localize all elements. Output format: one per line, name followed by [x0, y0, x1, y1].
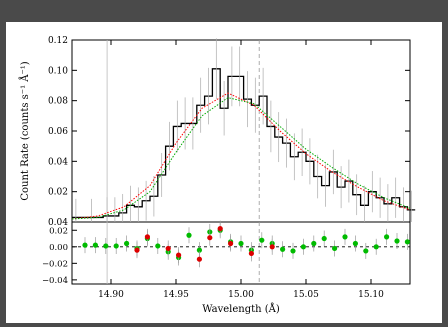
residual-green-point [238, 240, 244, 247]
residual-y-tick-label: −0.04 [42, 276, 68, 286]
y-axis-label: Count Rate (counts s⁻¹ Å⁻¹) [19, 61, 31, 200]
residual-green-point [82, 242, 88, 248]
y-tick-label: 0.06 [48, 127, 68, 137]
y-tick-label: 0.04 [48, 157, 68, 167]
residual-red-point [248, 250, 254, 257]
y-tick-label: 0.10 [48, 66, 68, 76]
residual-green-point [92, 242, 98, 248]
residual-green-point [311, 240, 317, 247]
residual-green-point [404, 239, 410, 245]
residual-red-point [217, 226, 223, 232]
residual-green-point [196, 247, 202, 253]
x-tick-label: 14.95 [163, 290, 189, 300]
figure-frame: 0.12 0.10 0.08 0.06 0.04 0.02 0.04 0.02 0.00 −0.… [6, 22, 442, 323]
residual-green-point [300, 244, 306, 250]
residual-green-point [103, 243, 109, 249]
x-tick-label: 14.90 [98, 290, 124, 300]
residual-y-tick-label: 0.00 [49, 243, 68, 253]
residual-green-point [113, 243, 119, 249]
y-tick-label: 0.08 [48, 97, 68, 107]
data-step-line [72, 68, 416, 219]
y-tick-label: 0.04 [48, 218, 68, 228]
residual-green-point [321, 235, 327, 242]
residual-red-point [207, 235, 213, 241]
residual-green-point [332, 245, 338, 252]
residual-green-point [259, 237, 265, 243]
residual-green-point [155, 243, 161, 249]
chart-svg: 0.120.100.080.060.040.020.04 0.020.00−0.… [19, 36, 416, 315]
residual-green-point [186, 232, 192, 238]
residual-red-point [134, 247, 140, 253]
y-tick-label: 0.02 [48, 188, 68, 198]
x-axis-label: Wavelength (Å) [202, 303, 280, 315]
residual-green-point [363, 248, 369, 254]
residual-y-tick-label: −0.02 [42, 259, 68, 269]
x-tick-label: 15.00 [228, 290, 254, 300]
residual-green-point [280, 246, 286, 252]
residual-green-point [290, 248, 296, 254]
residual-green-point [124, 240, 130, 247]
residual-y-tick-label: 0.02 [49, 226, 68, 236]
residual-red-point [196, 256, 202, 262]
x-tick-label: 15.10 [358, 290, 384, 300]
residual-panel [71, 221, 411, 285]
model-green-line [71, 97, 411, 220]
residual-red-point [269, 244, 275, 250]
residual-green-point [352, 240, 358, 247]
residual-green-point [342, 234, 348, 240]
x-tick-label: 15.05 [293, 290, 319, 300]
residual-green-point [394, 238, 400, 244]
model-red-line [71, 92, 411, 220]
residual-red-point [176, 252, 182, 258]
residual-red-point [165, 245, 171, 252]
residual-red-point [228, 240, 234, 247]
residual-green-point [384, 234, 390, 240]
y-tick-label: 0.12 [48, 36, 68, 46]
residual-red-point [144, 234, 150, 240]
residual-green-point [373, 244, 379, 250]
